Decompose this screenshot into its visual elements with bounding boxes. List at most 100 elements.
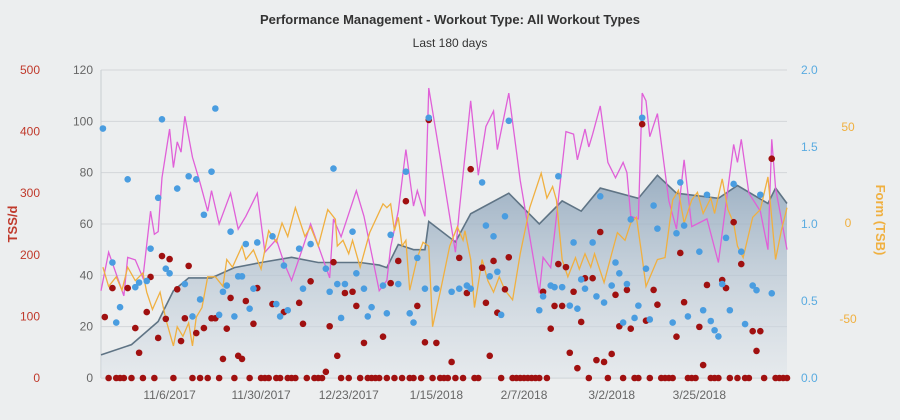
if-point (558, 283, 566, 291)
if-tick-label: 2.0 (801, 63, 818, 77)
if-point (768, 290, 776, 297)
tss-point (417, 374, 425, 382)
if-point (482, 222, 490, 229)
tss-point (699, 361, 707, 369)
if-point (711, 326, 718, 334)
if-point (478, 179, 486, 186)
if-point (223, 282, 231, 289)
if-point (394, 280, 402, 288)
tss-point (757, 327, 764, 335)
tss-point (654, 301, 661, 308)
x-tick-label: 11/30/2017 (231, 388, 290, 402)
if-point (219, 288, 227, 296)
tss-point (166, 255, 173, 263)
tss-point (669, 374, 676, 382)
form-axis-title: Form (TSB) (873, 185, 888, 256)
if-point (596, 192, 604, 200)
if-point (627, 216, 635, 223)
if-point (577, 276, 585, 283)
tss-point (463, 289, 471, 297)
if-point (741, 320, 749, 328)
if-point (589, 239, 596, 246)
if-point (158, 115, 166, 123)
tss-point (375, 374, 383, 382)
tss-point (703, 281, 711, 289)
if-point (231, 313, 238, 320)
tss-point (242, 297, 250, 305)
tss-point (135, 349, 143, 357)
tss-point (673, 333, 680, 341)
tss-point (414, 302, 421, 310)
tss-point (596, 228, 604, 236)
tss-point (692, 374, 699, 382)
tss-point (482, 299, 490, 307)
if-point (307, 240, 314, 248)
if-point (238, 273, 246, 280)
tss-point (158, 252, 166, 260)
tss-point (433, 339, 440, 347)
tss-point (410, 374, 417, 382)
if-point (322, 265, 330, 272)
tss-point (497, 374, 505, 382)
if-point (242, 240, 250, 248)
tss-point (635, 374, 642, 382)
tss-point (726, 374, 734, 382)
tss-point (730, 218, 737, 226)
tss-point (143, 308, 151, 316)
if-point (608, 282, 615, 289)
tss-point (619, 374, 627, 382)
if-point (574, 305, 581, 313)
form-tick-label: -50 (839, 312, 857, 326)
tss-point (223, 325, 231, 333)
tss-point (185, 262, 192, 270)
if-point (581, 285, 589, 292)
if-point (135, 279, 143, 286)
if-point (673, 229, 680, 237)
tss-point (120, 374, 128, 382)
tss-point (486, 352, 494, 360)
tss-point (566, 349, 574, 357)
tss-point (181, 314, 189, 322)
tss-point (589, 274, 596, 282)
tss-point (276, 374, 284, 382)
fitness-tick-label: 120 (73, 63, 93, 77)
tss-point (459, 374, 467, 382)
x-tick-label: 3/2/2018 (588, 388, 635, 402)
tss-point (612, 291, 619, 299)
tsb-line (102, 170, 788, 347)
tss-point (501, 285, 509, 293)
tss-point (192, 329, 200, 337)
if-point (189, 313, 196, 320)
tss-point (604, 374, 612, 382)
tss-point (490, 257, 497, 265)
tss-point (356, 374, 364, 382)
tss-point (353, 302, 360, 310)
if-point (638, 114, 646, 122)
tss-point (547, 325, 555, 333)
if-point (284, 306, 292, 314)
tss-point (676, 249, 684, 257)
tss-point (250, 320, 257, 328)
if-point (467, 285, 474, 292)
tss-tick-label: 0 (33, 371, 40, 385)
tss-point (562, 263, 570, 271)
if-point (227, 228, 234, 235)
tss-point (444, 374, 452, 382)
if-point (703, 191, 711, 199)
if-point (539, 293, 547, 300)
if-point (276, 313, 284, 320)
tss-point (421, 338, 429, 346)
tss-point (577, 318, 585, 326)
axes-layer: 0204060801001200100200300400500TSS/d0.00… (5, 63, 888, 402)
if-point (570, 239, 577, 246)
tss-point (650, 286, 657, 294)
tss-point (539, 288, 547, 296)
tss-point (265, 374, 272, 382)
tss-point (715, 374, 722, 382)
series-layer (99, 87, 791, 382)
tss-point (318, 374, 326, 382)
if-point (433, 285, 440, 292)
if-point (696, 248, 703, 256)
if-point (486, 273, 494, 280)
tss-tick-label: 500 (20, 63, 40, 77)
